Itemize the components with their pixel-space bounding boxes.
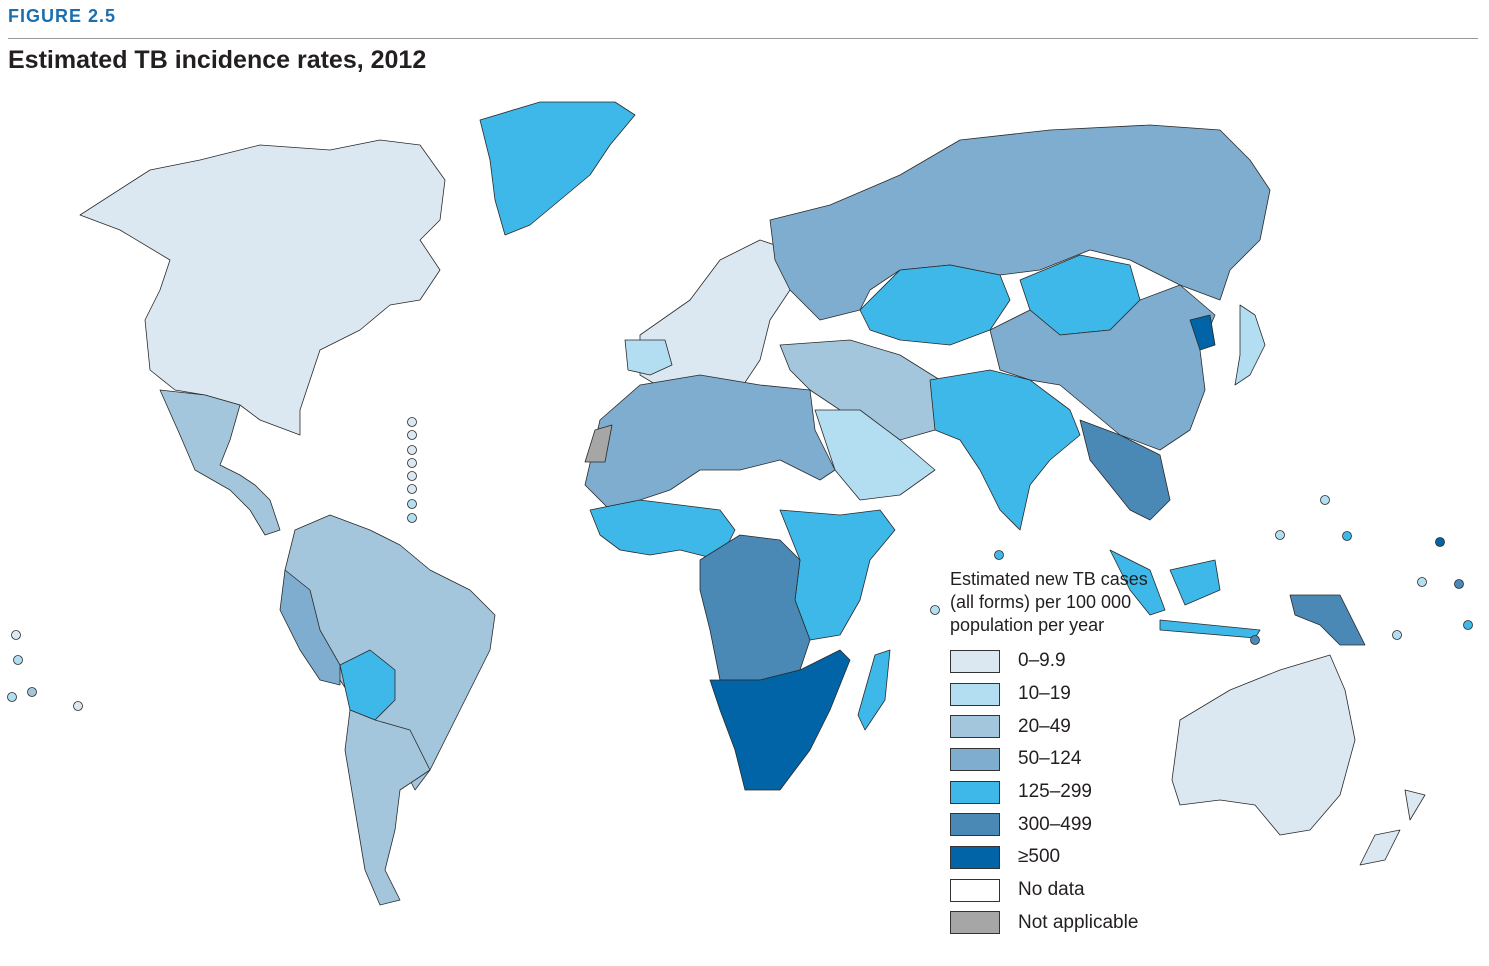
legend-item: 125–299 — [950, 776, 1170, 809]
legend-swatch — [950, 813, 1000, 837]
region-australia — [1171, 654, 1356, 836]
island-marker — [13, 655, 23, 665]
legend-item: 20–49 — [950, 710, 1170, 743]
island-marker — [11, 630, 21, 640]
region-greenland — [479, 101, 636, 236]
legend-label: 125–299 — [1018, 781, 1092, 803]
region-china — [989, 284, 1216, 451]
island-marker — [1342, 531, 1352, 541]
legend-swatch — [950, 878, 1000, 902]
region-western-europe — [639, 239, 791, 401]
island-marker — [7, 692, 17, 702]
figure-title: Estimated TB incidence rates, 2012 — [8, 46, 427, 74]
island-marker — [1435, 537, 1445, 547]
island-marker — [994, 550, 1004, 560]
region-central-africa — [699, 534, 811, 681]
island-marker — [407, 445, 417, 455]
region-mexico — [159, 389, 281, 536]
legend-item: Not applicable — [950, 907, 1170, 940]
region-kazakhstan — [859, 264, 1011, 346]
region-japan — [1234, 304, 1266, 386]
legend-swatch — [950, 649, 1000, 673]
island-marker — [407, 484, 417, 494]
island-marker — [407, 471, 417, 481]
legend-label: Not applicable — [1018, 911, 1139, 933]
legend-swatch — [950, 780, 1000, 804]
region-russia — [769, 124, 1271, 321]
island-marker — [407, 417, 417, 427]
world-map — [7, 101, 1473, 906]
island-marker — [407, 513, 417, 523]
island-marker — [407, 430, 417, 440]
legend-label: 10–19 — [1018, 683, 1071, 705]
legend-title: Estimated new TB cases (all forms) per 1… — [950, 569, 1148, 635]
region-west-africa — [589, 499, 736, 561]
island-marker — [930, 605, 940, 615]
island-marker — [1392, 630, 1402, 640]
legend-swatch — [950, 682, 1000, 706]
legend-label: 300–499 — [1018, 813, 1092, 835]
island-marker — [407, 499, 417, 509]
island-marker — [1454, 579, 1464, 589]
island-marker — [1320, 495, 1330, 505]
region-madagascar — [857, 649, 891, 731]
legend-item: 10–19 — [950, 678, 1170, 711]
figure-label: FIGURE 2.5 — [8, 6, 117, 26]
region-iberia — [624, 339, 673, 376]
legend-item: 300–499 — [950, 808, 1170, 841]
legend-label: No data — [1018, 879, 1085, 901]
map-legend: Estimated new TB cases (all forms) per 1… — [950, 568, 1170, 939]
legend-item: No data — [950, 874, 1170, 907]
region-north-america — [79, 139, 446, 436]
legend-swatch — [950, 747, 1000, 771]
title-rule — [8, 38, 1478, 39]
region-southeast-asia — [1079, 419, 1171, 521]
legend-item: ≥500 — [950, 841, 1170, 874]
legend-label: ≥500 — [1018, 846, 1061, 868]
legend-swatch — [950, 715, 1000, 739]
region-southern-africa — [709, 649, 851, 791]
island-marker — [1250, 635, 1260, 645]
region-western-sahara — [584, 424, 613, 463]
region-southern-cone — [344, 709, 431, 906]
legend-item: 0–9.9 — [950, 645, 1170, 678]
legend-label: 0–9.9 — [1018, 650, 1066, 672]
region-peru — [279, 569, 341, 686]
region-north-korea — [1189, 314, 1216, 351]
legend-label: 50–124 — [1018, 748, 1082, 770]
region-arabia — [814, 409, 936, 501]
region-north-africa — [584, 374, 836, 511]
island-marker — [1463, 620, 1473, 630]
legend-swatch — [950, 911, 1000, 935]
region-papua-new-guinea — [1289, 594, 1366, 646]
island-marker — [1275, 530, 1285, 540]
region-india — [929, 369, 1081, 531]
island-marker — [73, 701, 83, 711]
island-marker — [27, 687, 37, 697]
legend-label: 20–49 — [1018, 715, 1071, 737]
island-marker — [1417, 577, 1427, 587]
legend-swatch — [950, 845, 1000, 869]
island-marker — [407, 458, 417, 468]
region-new-zealand — [1359, 789, 1426, 866]
legend-item: 50–124 — [950, 743, 1170, 776]
legend-items: 0–9.9 10–19 20–49 50–124 125–299 300–499… — [950, 645, 1170, 939]
